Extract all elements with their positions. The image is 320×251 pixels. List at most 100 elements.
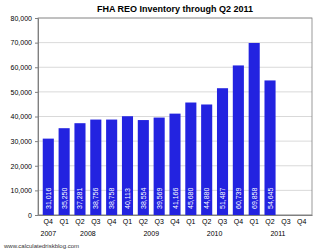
x-tick: Q3 xyxy=(154,215,163,226)
data-label: 39,569 xyxy=(156,187,163,209)
y-tick: 10,000 xyxy=(11,187,38,194)
x-tick: Q4 xyxy=(44,215,53,226)
y-tick-mark xyxy=(35,43,38,44)
x-tick: Q2 xyxy=(202,215,211,226)
x-tick-label: Q1 xyxy=(250,218,259,226)
data-label: 38,758 xyxy=(108,187,115,209)
bar xyxy=(122,116,133,215)
data-label: 31,016 xyxy=(45,187,52,209)
y-tick-mark xyxy=(35,67,38,68)
y-tick-mark xyxy=(35,92,38,93)
x-tick: Q1 xyxy=(123,215,132,226)
x-tick: Q4 xyxy=(107,215,116,226)
x-tick: Q1 xyxy=(186,215,195,226)
x-tick: Q2 xyxy=(75,215,84,226)
bar xyxy=(233,65,244,215)
y-tick-mark xyxy=(35,166,38,167)
data-label: 38,756 xyxy=(92,187,99,209)
year-label: 2008 xyxy=(80,230,96,237)
y-tick-label: 0 xyxy=(28,212,32,219)
y-tick: 30,000 xyxy=(11,138,38,145)
x-tick-label: Q3 xyxy=(154,218,163,226)
x-tick: Q3 xyxy=(218,215,227,226)
x-tick-label: Q4 xyxy=(234,218,243,226)
x-tick-label: Q3 xyxy=(281,218,290,226)
x-tick-label: Q2 xyxy=(139,218,148,226)
bar xyxy=(59,128,70,215)
grid xyxy=(38,18,312,215)
data-label: 45,680 xyxy=(187,187,194,209)
x-axis: Q4Q1Q2Q3Q4Q1Q2Q3Q4Q1Q2Q3Q4Q1Q2Q3Q4 xyxy=(39,215,313,226)
x-tick-label: Q2 xyxy=(265,218,274,226)
y-tick-label: 30,000 xyxy=(11,138,33,145)
plot-frame xyxy=(38,18,312,215)
x-tick-label: Q4 xyxy=(107,218,116,226)
x-tick-label: Q2 xyxy=(75,218,84,226)
x-tick: Q2 xyxy=(265,215,274,226)
bar xyxy=(90,120,101,215)
bar xyxy=(217,88,228,215)
y-tick-label: 80,000 xyxy=(11,15,33,22)
y-tick-mark xyxy=(35,117,38,118)
y-tick-mark xyxy=(35,190,38,191)
y-tick-label: 20,000 xyxy=(11,162,33,169)
x-tick: Q4 xyxy=(234,215,243,226)
data-label: 54,645 xyxy=(267,187,274,209)
data-label: 35,250 xyxy=(61,187,68,209)
data-label: 60,739 xyxy=(235,187,242,209)
plot: 0 10,000 20,000 30,000 40,000 50,000 60,000 70,… xyxy=(11,15,313,237)
bar xyxy=(264,80,275,215)
y-tick-label: 40,000 xyxy=(11,113,33,120)
data-label: 38,554 xyxy=(140,187,147,209)
y-tick: 50,000 xyxy=(11,89,38,96)
data-label: 40,113 xyxy=(124,188,131,209)
x-tick-label: Q2 xyxy=(202,218,211,226)
x-tick: Q3 xyxy=(91,215,100,226)
x-axis-line xyxy=(39,215,313,216)
data-label: 44,880 xyxy=(203,187,210,209)
x-tick-label: Q1 xyxy=(123,218,132,226)
bar xyxy=(154,118,165,215)
y-tick-label: 50,000 xyxy=(11,89,33,96)
x-tick: Q3 xyxy=(281,215,290,226)
data-label: 37,281 xyxy=(76,187,83,209)
x-tick: Q4 xyxy=(297,215,306,226)
y-tick-label: 10,000 xyxy=(11,187,33,194)
x-tick-label: Q1 xyxy=(186,218,195,226)
year-label: 2011 xyxy=(270,230,285,237)
y-tick-label: 60,000 xyxy=(11,64,33,71)
y-tick-label: 70,000 xyxy=(11,39,33,46)
year-label: 2007 xyxy=(41,230,57,237)
x-tick: Q2 xyxy=(139,215,148,226)
y-tick: 60,000 xyxy=(11,64,38,71)
grid-line xyxy=(38,67,312,68)
y-tick: 40,000 xyxy=(11,113,38,120)
bar xyxy=(43,139,54,215)
x-tick-label: Q4 xyxy=(44,218,53,226)
x-tick-label: Q3 xyxy=(91,218,100,226)
bar xyxy=(169,114,180,215)
data-label: 69,858 xyxy=(251,187,258,209)
y-axis: 0 10,000 20,000 30,000 40,000 50,000 60,000 70,… xyxy=(11,15,39,219)
year-label: 2009 xyxy=(143,230,159,237)
x-tick-label: Q3 xyxy=(218,218,227,226)
bar xyxy=(201,104,212,215)
y-tick: 70,000 xyxy=(11,39,38,46)
chart: FHA REO Inventory through Q2 2011 0 10,000… xyxy=(0,0,320,251)
y-tick: 80,000 xyxy=(11,15,38,22)
title: FHA REO Inventory through Q2 2011 xyxy=(97,4,253,14)
y-tick: 0 xyxy=(28,212,38,219)
bar xyxy=(185,103,196,215)
bar xyxy=(138,120,149,215)
bar xyxy=(249,43,260,215)
year-labels: 20072008200920102011 xyxy=(41,230,286,237)
x-tick-label: Q4 xyxy=(297,218,306,226)
data-label: 51,487 xyxy=(219,187,226,209)
y-tick-mark xyxy=(35,141,38,142)
bar xyxy=(106,120,117,215)
bar xyxy=(74,123,85,215)
bars xyxy=(43,43,276,215)
x-tick-label: Q4 xyxy=(170,218,179,226)
y-tick-mark xyxy=(35,18,38,19)
source: www.calculatedriskblog.com xyxy=(3,243,79,249)
